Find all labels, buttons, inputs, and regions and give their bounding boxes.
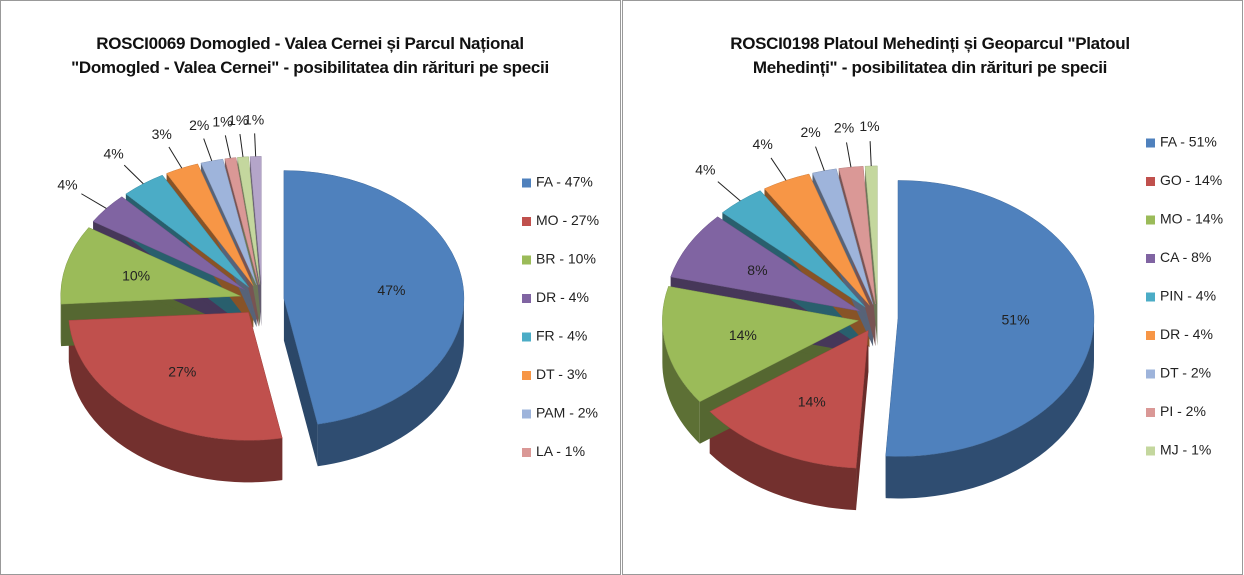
slice	[125, 174, 250, 288]
legend-label: FA - 47%	[536, 174, 593, 190]
data-label: 10%	[122, 268, 150, 284]
data-label: 1%	[212, 113, 232, 129]
leader-line	[717, 181, 741, 202]
slice	[166, 163, 254, 286]
data-label: 4%	[104, 145, 124, 161]
legend-label: FR - 4%	[536, 328, 587, 344]
data-label: 27%	[168, 364, 196, 380]
slice	[92, 196, 246, 291]
legend-label: DR - 4%	[1160, 326, 1213, 342]
legend-swatch	[1146, 138, 1155, 148]
slice	[721, 190, 866, 308]
legend-swatch	[522, 409, 531, 419]
legend-swatch	[1146, 292, 1155, 302]
slice-side	[68, 320, 283, 483]
leader-line	[123, 164, 144, 185]
slice-side	[317, 298, 464, 467]
legend-swatch	[1146, 369, 1155, 379]
legend-swatch	[522, 371, 531, 380]
slice	[709, 329, 869, 469]
data-label: 4%	[695, 162, 715, 178]
slice	[283, 170, 465, 425]
slice	[237, 156, 261, 285]
legend-label: MO - 27%	[536, 212, 599, 228]
legend-swatch	[1146, 446, 1155, 456]
legend-label: MJ - 1%	[1160, 442, 1211, 458]
data-label: 2%	[189, 117, 209, 133]
data-label: 2%	[834, 119, 854, 135]
data-label: 51%	[1002, 312, 1030, 328]
legend-swatch	[1146, 408, 1155, 417]
legend-swatch	[522, 178, 531, 188]
leader-line	[224, 135, 231, 159]
legend-label: BR - 10%	[536, 251, 596, 267]
slice	[864, 165, 878, 304]
legend-label: CA - 8%	[1160, 249, 1211, 265]
data-label: 1%	[859, 118, 879, 134]
leader-line	[254, 133, 257, 157]
legend-swatch	[522, 217, 531, 226]
leader-line	[869, 141, 872, 167]
legend-swatch	[1146, 331, 1155, 340]
legend-label: DR - 4%	[536, 289, 589, 305]
chart-title: ROSCI0198 Platoul Mehedinți și Geoparcul…	[730, 34, 1130, 77]
slice	[885, 180, 1095, 457]
legend-label: DT - 2%	[1160, 365, 1211, 381]
slice	[60, 227, 241, 305]
legend-swatch	[522, 255, 531, 265]
slice	[68, 312, 283, 441]
leader-line	[203, 138, 213, 162]
slice-side	[709, 411, 857, 511]
legend-label: FA - 51%	[1160, 134, 1217, 150]
data-label: 2%	[801, 124, 821, 140]
leader-line	[239, 133, 244, 158]
data-label: 14%	[729, 327, 757, 343]
leader-line	[81, 193, 107, 209]
data-label: 1%	[228, 112, 248, 128]
slice	[764, 173, 870, 306]
legend-label: PIN - 4%	[1160, 288, 1216, 304]
chart-title: ROSCI0069 Domogled - Valea Cernei și Par…	[71, 34, 549, 77]
legend-swatch	[522, 332, 531, 342]
data-label: 47%	[377, 282, 405, 298]
legend-label: MO - 14%	[1160, 211, 1223, 227]
data-label: 14%	[798, 394, 826, 410]
data-label: 1%	[244, 111, 264, 127]
slice	[838, 166, 876, 305]
data-label: 4%	[753, 136, 773, 152]
slice-side	[885, 318, 1094, 499]
legend-label: GO - 14%	[1160, 172, 1222, 188]
data-label: 4%	[57, 176, 77, 192]
leader-line	[168, 146, 183, 169]
slice	[670, 216, 861, 312]
slice-wall	[283, 298, 318, 467]
legend-swatch	[1146, 215, 1155, 225]
slice	[662, 286, 860, 403]
legend-swatch	[1146, 254, 1155, 263]
legend-swatch	[522, 294, 531, 303]
leader-line	[770, 157, 787, 181]
data-label: 8%	[747, 262, 767, 278]
legend-swatch	[1146, 177, 1155, 186]
leader-line	[846, 142, 852, 168]
leader-line	[815, 146, 825, 171]
slice-side	[662, 320, 700, 444]
legend-label: LA - 1%	[536, 443, 585, 459]
slice-wall	[856, 330, 869, 511]
legend-label: PI - 2%	[1160, 403, 1206, 419]
legend-label: DT - 3%	[536, 366, 587, 382]
legend-swatch	[522, 448, 531, 457]
legend-label: PAM - 2%	[536, 405, 598, 421]
data-label: 3%	[152, 126, 172, 142]
